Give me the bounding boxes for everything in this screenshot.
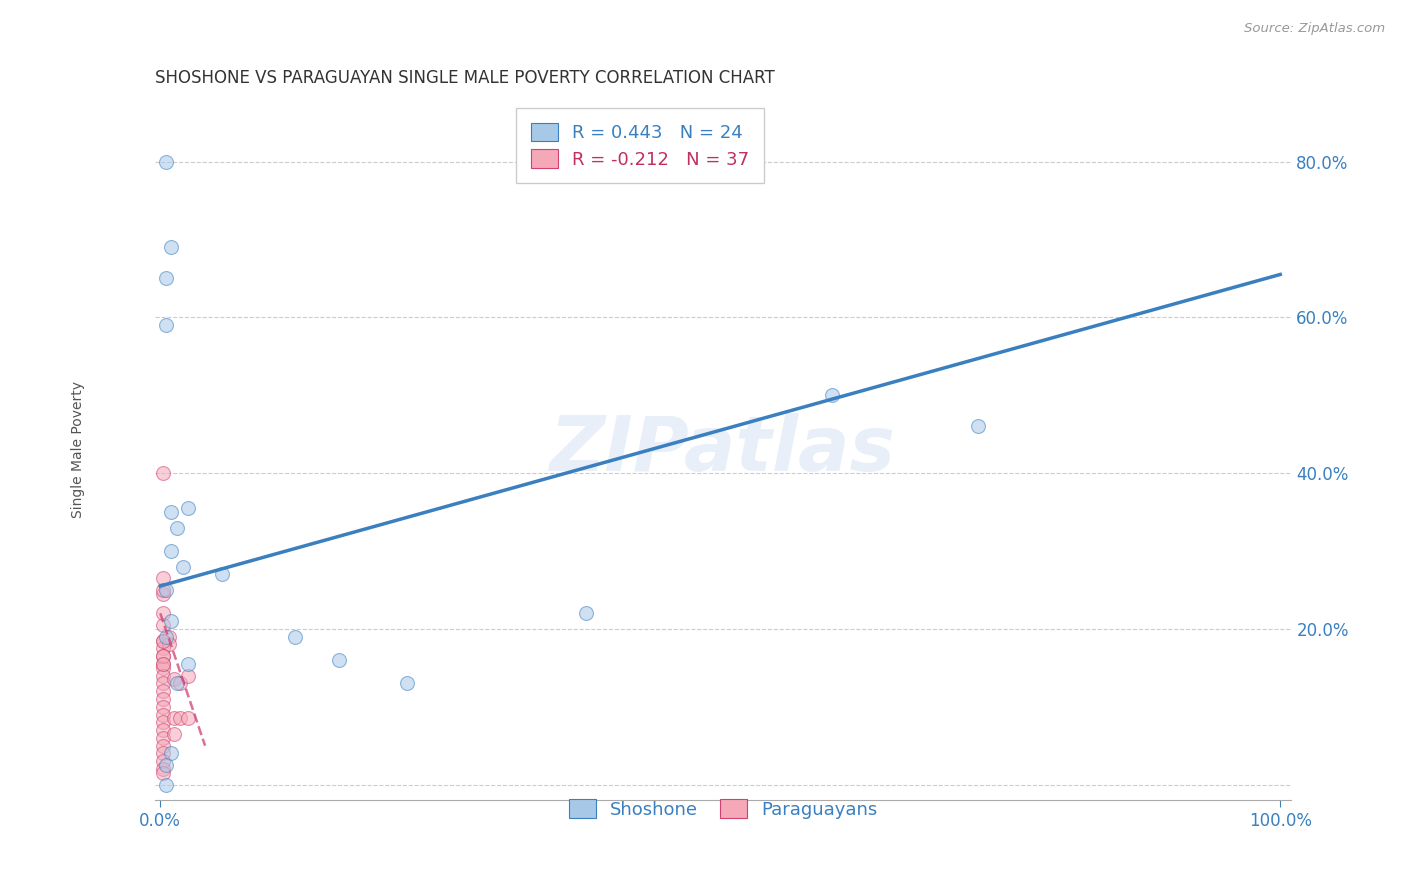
Point (152, 715, 174, 730)
Text: ZIPatlas: ZIPatlas (550, 413, 896, 487)
Text: SHOSHONE VS PARAGUAYAN SINGLE MALE POVERTY CORRELATION CHART: SHOSHONE VS PARAGUAYAN SINGLE MALE POVER… (155, 69, 775, 87)
Point (152, 649, 174, 664)
Point (152, 641, 174, 656)
Point (169, 676, 191, 690)
Point (155, 318, 177, 332)
Point (152, 633, 174, 648)
Point (160, 747, 183, 761)
Point (152, 754, 174, 768)
Point (155, 630, 177, 644)
Point (166, 676, 188, 690)
Point (152, 731, 174, 745)
Point (160, 544, 183, 558)
Point (152, 582, 174, 597)
Point (166, 520, 188, 534)
Point (152, 723, 174, 738)
Point (152, 607, 174, 621)
Point (821, 388, 844, 402)
Point (155, 271, 177, 285)
Point (155, 778, 177, 792)
Text: Source: ZipAtlas.com: Source: ZipAtlas.com (1244, 22, 1385, 36)
Point (152, 766, 174, 780)
Point (152, 668, 174, 682)
Point (177, 711, 200, 725)
Point (152, 747, 174, 761)
Point (163, 727, 186, 741)
Point (575, 607, 598, 621)
Point (152, 707, 174, 722)
Point (177, 668, 200, 682)
Legend: Shoshone, Paraguayans: Shoshone, Paraguayans (554, 785, 891, 833)
Point (152, 661, 174, 675)
Point (152, 676, 174, 690)
Point (160, 614, 183, 628)
Point (395, 676, 418, 690)
Point (152, 571, 174, 585)
Point (152, 657, 174, 671)
Point (160, 240, 183, 254)
Point (152, 762, 174, 776)
Point (163, 673, 186, 687)
Point (152, 699, 174, 714)
Point (152, 618, 174, 632)
Point (966, 419, 988, 434)
Point (177, 657, 200, 671)
Point (152, 692, 174, 706)
Point (152, 649, 174, 664)
Point (172, 559, 194, 574)
Point (152, 587, 174, 601)
Point (211, 567, 233, 582)
Point (152, 633, 174, 648)
Point (152, 657, 174, 671)
Point (157, 637, 180, 651)
Point (160, 505, 183, 519)
Point (155, 582, 177, 597)
Point (163, 711, 186, 725)
Point (155, 758, 177, 772)
Point (169, 711, 191, 725)
Point (284, 630, 307, 644)
Y-axis label: Single Male Poverty: Single Male Poverty (72, 381, 86, 518)
Point (157, 630, 180, 644)
Point (155, 154, 177, 169)
Point (328, 653, 350, 667)
Point (152, 466, 174, 480)
Point (177, 501, 200, 516)
Point (152, 684, 174, 698)
Point (152, 739, 174, 753)
